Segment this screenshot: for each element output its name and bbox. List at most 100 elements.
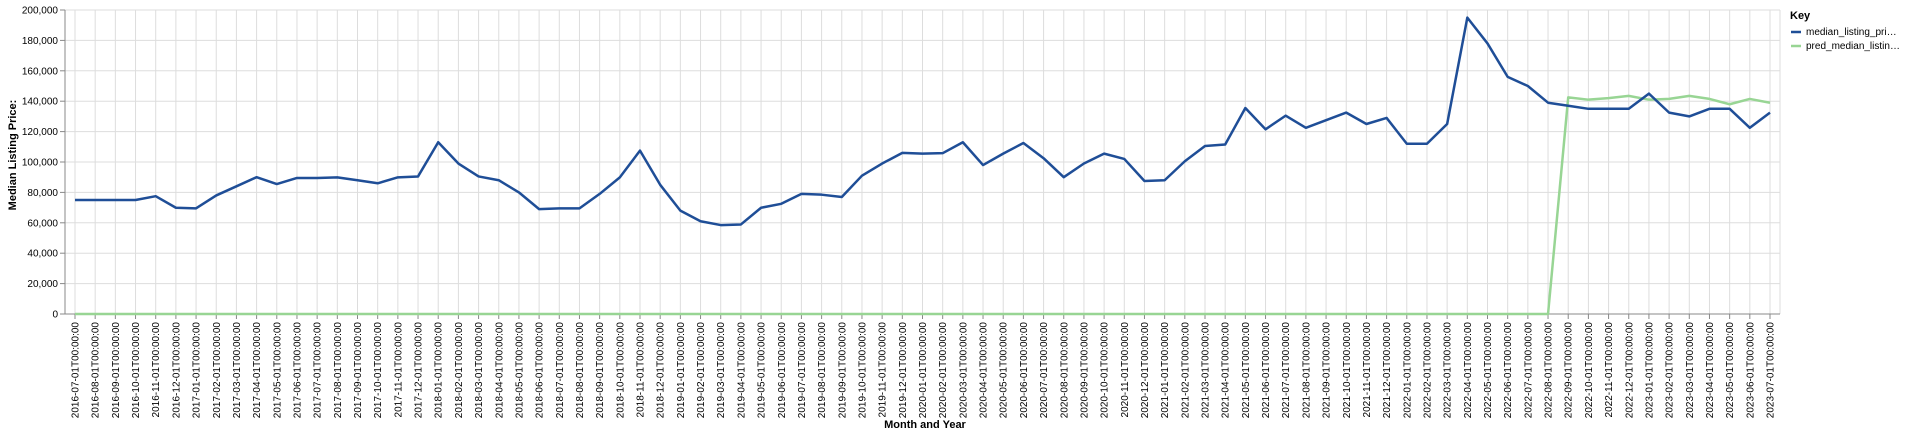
x-tick-label: 2019-10-01T00:00:00 [857,322,868,419]
x-tick-label: 2017-09-01T00:00:00 [353,322,364,419]
series-line-median [75,16,1771,227]
x-tick-label: 2016-07-01T00:00:00 [71,322,82,419]
x-tick-label: 2017-10-01T00:00:00 [373,322,384,419]
x-tick-label: 2016-10-01T00:00:00 [131,322,142,419]
y-axis-title: Median Listing Price: [7,100,19,211]
legend: Key median_listing_pri… pred_median_list… [1790,10,1900,52]
x-tick-label: 2022-11-01T00:00:00 [1604,322,1615,418]
x-tick-label: 2022-07-01T00:00:00 [1523,322,1534,419]
y-axis: 0 20,000 40,000 60,000 80,000 100,000 120,000 1… [22,6,66,321]
x-tick-label: 2019-07-01T00:00:00 [797,322,808,419]
series-line-pred [75,94,1771,316]
x-tick-label: 2017-04-01T00:00:00 [252,322,263,419]
x-tick-label: 2022-06-01T00:00:00 [1503,322,1514,419]
x-tick-label: 2018-05-01T00:00:00 [514,322,525,419]
x-tick-label: 2017-11-01T00:00:00 [393,322,404,418]
x-tick-label: 2016-11-01T00:00:00 [151,322,162,418]
x-tick-label: 2021-12-01T00:00:00 [1382,322,1393,419]
x-tick-label: 2020-12-01T00:00:00 [1140,322,1151,419]
x-tick-label: 2016-12-01T00:00:00 [171,322,182,419]
x-tick-label: 2021-04-01T00:00:00 [1221,322,1232,419]
y-tick-label: 200,000 [22,6,59,17]
x-tick-label: 2019-03-01T00:00:00 [716,322,727,419]
x-tick-label: 2017-06-01T00:00:00 [292,322,303,419]
x-tick-label: 2022-02-01T00:00:00 [1422,322,1433,419]
x-tick-label: 2018-02-01T00:00:00 [454,322,465,419]
x-tick-label: 2021-11-01T00:00:00 [1362,322,1373,418]
x-tick-label: 2021-05-01T00:00:00 [1241,322,1252,419]
x-tick-label: 2019-09-01T00:00:00 [837,322,848,419]
y-tick-label: 160,000 [22,66,59,77]
x-tick-label: 2021-07-01T00:00:00 [1281,322,1292,419]
x-tick-label: 2017-08-01T00:00:00 [333,322,344,419]
x-tick-label: 2019-01-01T00:00:00 [676,322,687,419]
y-tick-label: 40,000 [27,249,58,260]
legend-label-median: median_listing_pri… [1806,27,1897,38]
x-tick-label: 2023-03-01T00:00:00 [1685,322,1696,419]
legend-label-pred: pred_median_listin… [1806,41,1900,52]
x-tick-label: 2020-05-01T00:00:00 [999,322,1010,419]
x-tick-label: 2018-09-01T00:00:00 [595,322,606,419]
x-tick-label: 2017-01-01T00:00:00 [192,322,203,419]
x-tick-label: 2023-04-01T00:00:00 [1705,322,1716,419]
x-tick-label: 2020-01-01T00:00:00 [918,322,929,419]
x-tick-label: 2018-12-01T00:00:00 [656,322,667,419]
x-tick-label: 2020-02-01T00:00:00 [938,322,949,419]
x-tick-label: 2021-01-01T00:00:00 [1160,322,1171,419]
x-tick-label: 2019-05-01T00:00:00 [757,322,768,419]
x-tick-label: 2021-06-01T00:00:00 [1261,322,1272,419]
x-tick-label: 2020-09-01T00:00:00 [1079,322,1090,419]
x-tick-label: 2017-07-01T00:00:00 [313,322,324,419]
x-tick-label: 2023-07-01T00:00:00 [1766,322,1777,419]
x-tick-label: 2021-08-01T00:00:00 [1301,322,1312,419]
x-tick-label: 2018-11-01T00:00:00 [636,322,647,418]
x-tick-label: 2021-03-01T00:00:00 [1201,322,1212,419]
x-tick-label: 2019-02-01T00:00:00 [696,322,707,419]
x-tick-label: 2016-09-01T00:00:00 [111,322,122,419]
y-tick-label: 100,000 [22,158,59,169]
x-tick-label: 2017-05-01T00:00:00 [272,322,283,419]
x-tick-label: 2019-11-01T00:00:00 [878,322,889,418]
x-tick-label: 2023-02-01T00:00:00 [1665,322,1676,419]
x-tick-label: 2023-01-01T00:00:00 [1644,322,1655,419]
y-tick-label: 120,000 [22,127,59,138]
x-tick-label: 2019-12-01T00:00:00 [898,322,909,419]
x-tick-label: 2020-10-01T00:00:00 [1100,322,1111,419]
x-tick-label: 2022-03-01T00:00:00 [1443,322,1454,419]
legend-title: Key [1790,10,1811,22]
x-tick-label: 2016-08-01T00:00:00 [91,322,102,419]
x-tick-label: 2020-06-01T00:00:00 [1019,322,1030,419]
x-tick-label: 2022-12-01T00:00:00 [1624,322,1635,419]
x-tick-label: 2021-02-01T00:00:00 [1180,322,1191,419]
y-tick-label: 80,000 [27,188,58,199]
x-tick-label: 2018-08-01T00:00:00 [575,322,586,419]
x-axis: 2016-07-01T00:00:00 2016-08-01T00:00:00 20… [65,313,1780,419]
x-tick-label: 2023-06-01T00:00:00 [1745,322,1756,419]
x-tick-label: 2022-04-01T00:00:00 [1463,322,1474,419]
x-tick-label: 2023-05-01T00:00:00 [1725,322,1736,419]
x-tick-label: 2017-12-01T00:00:00 [414,322,425,419]
x-tick-label: 2020-08-01T00:00:00 [1059,322,1070,419]
y-tick-label: 0 [52,310,58,321]
x-tick-label: 2021-10-01T00:00:00 [1342,322,1353,419]
x-tick-label: 2021-09-01T00:00:00 [1322,322,1333,419]
y-tick-label: 180,000 [22,36,59,47]
x-tick-label: 2019-04-01T00:00:00 [736,322,747,419]
x-tick-label: 2020-11-01T00:00:00 [1120,322,1131,418]
x-tick-label: 2022-05-01T00:00:00 [1483,322,1494,419]
x-tick-label: 2020-03-01T00:00:00 [958,322,969,419]
x-tick-label: 2017-03-01T00:00:00 [232,322,243,419]
x-tick-label: 2020-04-01T00:00:00 [979,322,990,419]
x-tick-label: 2022-08-01T00:00:00 [1544,322,1555,419]
x-axis-title: Month and Year [884,419,966,431]
y-tick-label: 20,000 [27,279,58,290]
x-tick-label: 2018-03-01T00:00:00 [474,322,485,419]
x-tick-label: 2022-01-01T00:00:00 [1402,322,1413,419]
x-tick-label: 2017-02-01T00:00:00 [212,322,223,419]
x-tick-label: 2018-10-01T00:00:00 [615,322,626,419]
x-tick-label: 2018-04-01T00:00:00 [494,322,505,419]
x-tick-label: 2019-06-01T00:00:00 [777,322,788,419]
x-tick-label: 2018-01-01T00:00:00 [434,322,445,419]
series-lines [75,16,1771,316]
